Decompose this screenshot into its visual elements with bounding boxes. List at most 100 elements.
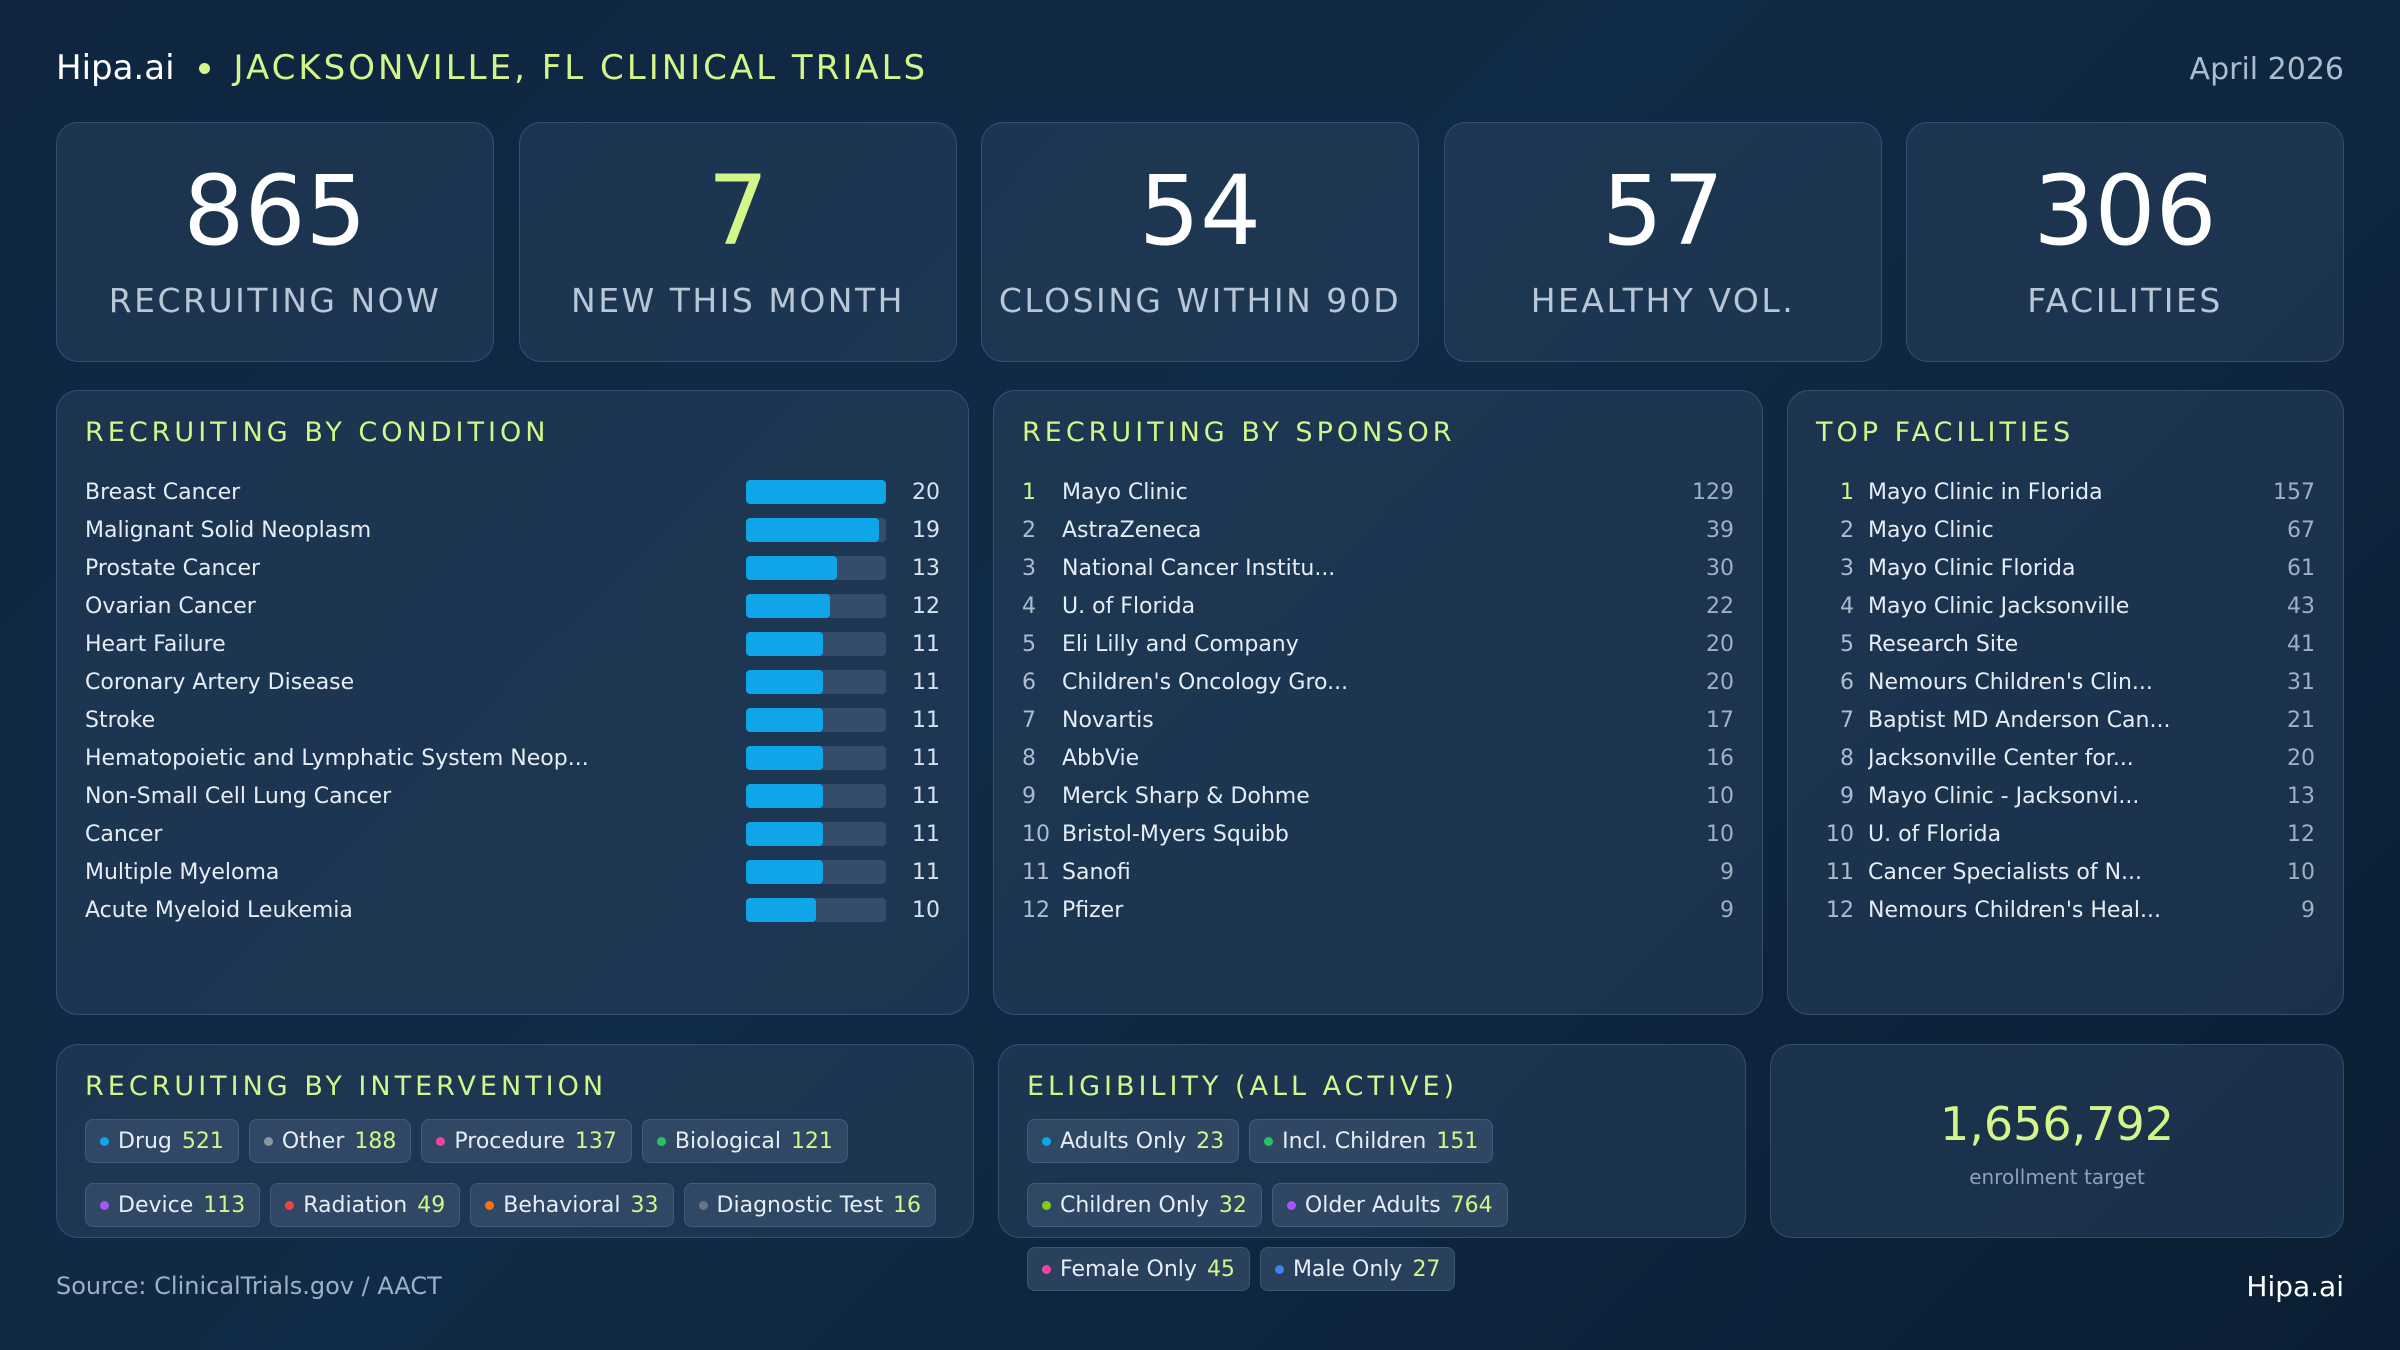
facility-row-count: 157 — [2273, 479, 2315, 505]
sponsor-list: 1 Mayo Clinic 129 2 AstraZeneca 39 3 National C… — [1022, 473, 1734, 929]
intervention-chip-dot-icon — [485, 1200, 495, 1210]
sponsor-row: 7 Novartis 17 — [1022, 701, 1734, 739]
intervention-chip-dot-icon — [436, 1136, 446, 1146]
condition-count: 10 — [912, 897, 940, 923]
condition-row: Stroke 11 — [85, 701, 940, 739]
facility-row-rank: 10 — [1826, 821, 1854, 847]
facility-row-count: 21 — [2287, 707, 2315, 733]
sponsor-row: 4 U. of Florida 22 — [1022, 587, 1734, 625]
intervention-panel-title: RECRUITING BY INTERVENTION — [85, 1071, 608, 1102]
facility-row: 2 Mayo Clinic 67 — [1816, 511, 2315, 549]
eligibility-panel: ELIGIBILITY (ALL ACTIVE) Adults Only 23 In… — [998, 1044, 1746, 1291]
facility-row-count: 67 — [2287, 517, 2315, 543]
sponsor-row-rank: 2 — [1022, 517, 1036, 543]
sponsor-row-name: Bristol-Myers Squibb — [1062, 821, 1289, 847]
condition-row: Prostate Cancer 13 — [85, 549, 940, 587]
sponsor-row-rank: 11 — [1022, 859, 1050, 885]
intervention-chip-count: 33 — [630, 1192, 659, 1218]
facility-row-name: Baptist MD Anderson Can... — [1868, 707, 2171, 733]
facility-row: 4 Mayo Clinic Jacksonville 43 — [1816, 587, 2315, 625]
facilities-panel-title: TOP FACILITIES — [1816, 417, 2075, 448]
facility-row-name: Mayo Clinic in Florida — [1868, 479, 2103, 505]
condition-list: Breast Cancer 20 Malignant Solid Neoplasm 1… — [85, 473, 940, 929]
eligibility-chip-dot-icon — [1286, 1200, 1296, 1210]
eligibility-chip: Female Only 45 — [1027, 1247, 1250, 1291]
stat-label: FACILITIES — [2027, 281, 2223, 320]
eligibility-chip-label: Incl. Children — [1282, 1128, 1427, 1154]
condition-bar-fill — [746, 556, 837, 580]
eligibility-chip-count: 45 — [1206, 1256, 1235, 1282]
condition-bar-track — [746, 556, 886, 580]
condition-bar-track — [746, 898, 886, 922]
data-source: Source: ClinicalTrials.gov / AACT — [56, 1272, 442, 1300]
condition-bar-track — [746, 632, 886, 656]
condition-name: Acute Myeloid Leukemia — [85, 897, 353, 923]
condition-bar-track — [746, 746, 886, 770]
facility-row: 5 Research Site 41 — [1816, 625, 2315, 663]
sponsor-row-name: Mayo Clinic — [1062, 479, 1188, 505]
condition-bar-fill — [746, 632, 823, 656]
facility-row: 6 Nemours Children's Clin... 31 — [1816, 663, 2315, 701]
condition-row: Cancer 11 — [85, 815, 940, 853]
facility-row-name: Nemours Children's Heal... — [1868, 897, 2162, 923]
eligibility-chip-count: 27 — [1412, 1256, 1441, 1282]
condition-bar-fill — [746, 518, 879, 542]
sponsor-row-rank: 12 — [1022, 897, 1050, 923]
sponsor-row-name: National Cancer Institu... — [1062, 555, 1336, 581]
intervention-chip: Behavioral 33 — [470, 1183, 674, 1227]
condition-count: 11 — [912, 859, 940, 885]
eligibility-chip-label: Children Only — [1060, 1192, 1209, 1218]
facilities-list: 1 Mayo Clinic in Florida 157 2 Mayo Clinic 67… — [1816, 473, 2315, 929]
facility-row-rank: 6 — [1840, 669, 1854, 695]
sponsor-row: 1 Mayo Clinic 129 — [1022, 473, 1734, 511]
sponsor-row-count: 17 — [1706, 707, 1734, 733]
intervention-chip-dot-icon — [100, 1200, 109, 1210]
intervention-chip-label: Diagnostic Test — [716, 1192, 884, 1218]
intervention-chip-label: Procedure — [454, 1128, 565, 1154]
sponsor-row-count: 10 — [1706, 821, 1734, 847]
eligibility-chip: Incl. Children 151 — [1249, 1119, 1494, 1163]
intervention-chip-count: 49 — [417, 1192, 446, 1218]
condition-bar-track — [746, 708, 886, 732]
facility-row-name: U. of Florida — [1868, 821, 2002, 847]
sponsor-row-name: Children's Oncology Gro... — [1062, 669, 1349, 695]
intervention-chip: Biological 121 — [641, 1119, 848, 1163]
sponsor-row-name: AstraZeneca — [1062, 517, 1202, 543]
enrollment-target-card: 1,656,792 enrollment target — [1770, 1044, 2344, 1238]
facility-row-name: Mayo Clinic - Jacksonvi... — [1868, 783, 2140, 809]
intervention-chip-dot-icon — [285, 1200, 295, 1210]
sponsor-row: 2 AstraZeneca 39 — [1022, 511, 1734, 549]
condition-bar-fill — [746, 480, 886, 504]
sponsor-row-count: 16 — [1706, 745, 1734, 771]
intervention-chip: Drug 521 — [85, 1119, 239, 1163]
sponsor-panel: RECRUITING BY SPONSOR 1 Mayo Clinic 129 2 As… — [993, 390, 1763, 1015]
intervention-chip: Diagnostic Test 16 — [683, 1183, 937, 1227]
condition-name: Ovarian Cancer — [85, 593, 256, 619]
condition-count: 11 — [912, 631, 940, 657]
stat-value: 865 — [183, 155, 367, 267]
eligibility-chip-dot-icon — [1042, 1200, 1051, 1210]
intervention-chip: Radiation 49 — [270, 1183, 461, 1227]
facility-row-count: 41 — [2287, 631, 2315, 657]
condition-bar-track — [746, 822, 886, 846]
intervention-chip-count: 113 — [203, 1192, 246, 1218]
sponsor-row: 8 AbbVie 16 — [1022, 739, 1734, 777]
facility-row: 7 Baptist MD Anderson Can... 21 — [1816, 701, 2315, 739]
condition-name: Breast Cancer — [85, 479, 241, 505]
facility-row-name: Cancer Specialists of N... — [1868, 859, 2143, 885]
sponsor-row: 5 Eli Lilly and Company 20 — [1022, 625, 1734, 663]
intervention-panel: RECRUITING BY INTERVENTION Drug 521 Other 1… — [56, 1044, 974, 1238]
eligibility-chip-label: Adults Only — [1060, 1128, 1187, 1154]
facility-row-rank: 1 — [1840, 479, 1854, 505]
condition-count: 12 — [912, 593, 940, 619]
sponsor-row: 10 Bristol-Myers Squibb 10 — [1022, 815, 1734, 853]
condition-bar-fill — [746, 784, 823, 808]
condition-name: Heart Failure — [85, 631, 226, 657]
facility-row-rank: 2 — [1840, 517, 1854, 543]
eligibility-chip-label: Female Only — [1060, 1256, 1197, 1282]
condition-bar-track — [746, 670, 886, 694]
stat-label: HEALTHY VOL. — [1530, 281, 1796, 320]
facility-row-count: 10 — [2287, 859, 2315, 885]
facility-row: 10 U. of Florida 12 — [1816, 815, 2315, 853]
intervention-chips: Drug 521 Other 188 Procedure 137 Biological 121… — [85, 1119, 953, 1237]
